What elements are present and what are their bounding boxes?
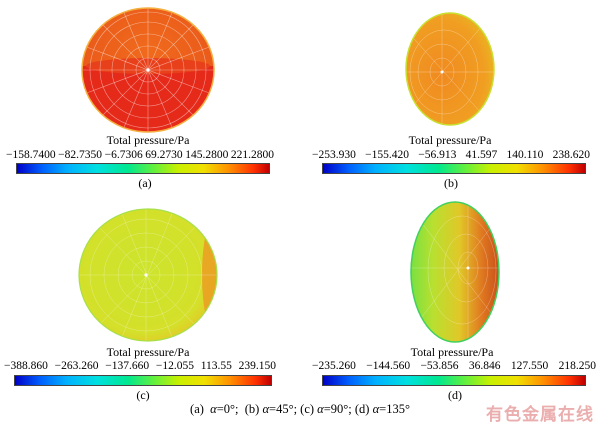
tick-label: 238.620	[552, 149, 590, 161]
tick-label: −53.856	[420, 360, 459, 372]
tick-label: 140.110	[506, 149, 544, 161]
tick-label: −253.930	[312, 149, 356, 161]
color-bar-a	[16, 163, 270, 174]
tick-label: 36.846	[468, 360, 501, 372]
caption-a: (a)	[190, 402, 204, 416]
caption-a-value: =0°;	[216, 402, 239, 416]
tick-label: −158.7400	[6, 149, 56, 161]
panel-a-plot	[78, 6, 218, 134]
panel-label-a: (a)	[138, 176, 152, 190]
panel-label-d: (d)	[448, 388, 462, 402]
tick-label: 69.2730	[145, 149, 183, 161]
panel-d-plot	[408, 198, 502, 346]
alpha-symbol: α	[372, 402, 380, 416]
alpha-symbol: α	[210, 402, 217, 416]
tick-label: 145.2800	[185, 149, 229, 161]
tick-label: −12.055	[155, 360, 194, 372]
caption-c-value: =90°;	[323, 402, 352, 416]
color-bar-b	[322, 163, 586, 174]
figure-caption: (a) α=0°; (b) α=45°; (c) α=90°; (d) α=13…	[0, 402, 600, 417]
alpha-symbol: α	[317, 402, 324, 416]
legend-title-d: Total pressure/Pa	[410, 345, 494, 359]
tick-label: 113.55	[200, 360, 232, 372]
panel-label-b: (b)	[444, 176, 458, 190]
caption-b: (b)	[244, 402, 260, 416]
tick-label: 41.597	[465, 149, 498, 161]
pressure-contour-a	[81, 7, 215, 133]
tick-labels-a: −158.7400 −82.7350 −6.7306 69.2730 145.2…	[6, 149, 274, 161]
caption-c: (c)	[300, 402, 315, 416]
tick-label: 127.550	[510, 360, 549, 372]
tick-label: −82.7350	[58, 149, 103, 161]
tick-label: −388.860	[4, 360, 48, 372]
tick-label: 239.150	[238, 360, 276, 372]
tick-label: −6.7306	[104, 149, 143, 161]
alpha-symbol: α	[262, 402, 270, 416]
tick-label: −263.260	[54, 360, 99, 372]
caption-d-value: =135°	[379, 402, 410, 416]
legend-title-c: Total pressure/Pa	[106, 345, 190, 359]
color-bar-c	[14, 375, 272, 386]
tick-labels-d: −235.260 −144.560 −53.856 36.846 127.550…	[312, 360, 596, 372]
caption-d: (d)	[354, 402, 370, 416]
tick-label: −56.913	[418, 149, 457, 161]
legend-title-b: Total pressure/Pa	[408, 133, 492, 147]
tick-label: −155.420	[365, 149, 409, 161]
tick-label: 221.2800	[230, 149, 274, 161]
tick-labels-c: −388.860 −263.260 −137.660 −12.055 113.5…	[4, 360, 276, 372]
panel-label-c: (c)	[136, 388, 150, 402]
caption-b-value: =45°;	[269, 402, 298, 416]
tick-label: −137.660	[105, 360, 150, 372]
tick-label: −235.260	[312, 360, 356, 372]
pressure-contour-c	[78, 208, 218, 342]
panel-c-plot	[76, 206, 220, 344]
pressure-contour-d	[410, 201, 500, 343]
tick-label: 218.250	[558, 360, 596, 372]
panel-b-plot	[402, 10, 498, 128]
legend-title-a: Total pressure/Pa	[106, 133, 190, 147]
tick-labels-b: −253.930 −155.420 −56.913 41.597 140.110…	[312, 149, 590, 161]
watermark-text: 有色金属在线	[486, 405, 594, 425]
tick-label: −144.560	[366, 360, 411, 372]
pressure-contour-b	[405, 12, 495, 126]
color-bar-d	[322, 375, 586, 386]
